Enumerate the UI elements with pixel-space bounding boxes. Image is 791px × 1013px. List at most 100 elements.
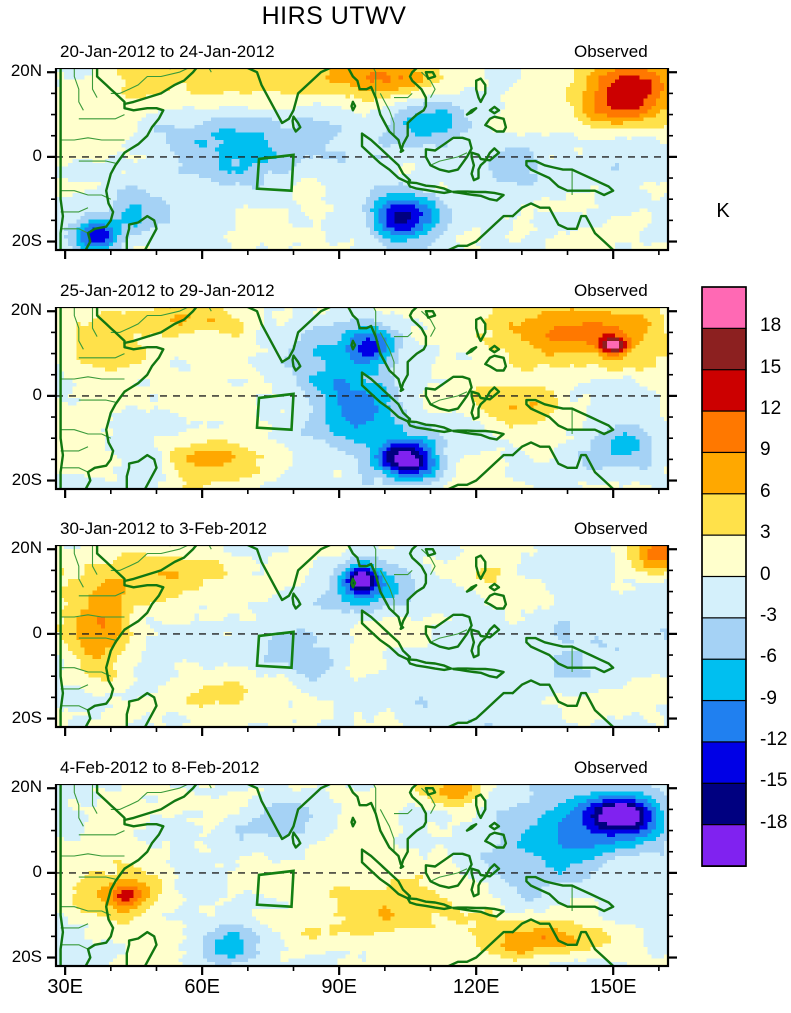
colorbar-band [701,617,747,661]
panel-source-label-2: Observed [574,281,648,300]
coastline [465,346,478,355]
panel-source-label-3: Observed [574,519,648,538]
country-border [78,399,116,403]
country-border [60,667,112,677]
country-border [73,307,84,350]
plot-frame [54,307,670,491]
country-border [73,784,84,827]
x-axis-label: 120E [452,976,500,998]
colorbar-tick-label: 3 [760,522,771,544]
country-border [430,391,468,405]
y-axis-label: 20N [10,777,42,797]
colorbar-band [701,369,747,413]
x-axis-label: 90E [321,976,357,998]
x-axis-label: 30E [47,976,83,998]
coastline [350,816,357,828]
colorbar-band [701,410,747,454]
coastline [350,339,357,351]
y-axis-label: 0 [32,622,42,642]
colorbar-band [701,327,747,371]
country-border [394,92,413,99]
coastline [488,821,501,831]
country-border [60,467,89,473]
coastline [84,68,165,250]
coastline [59,545,65,727]
coastline [406,897,453,911]
country-border [430,629,468,643]
coastline [125,453,158,489]
coastline [447,453,514,489]
coastline [424,787,437,796]
coastline [470,624,501,659]
coastline [123,68,199,106]
coastline [424,71,437,80]
plot-frame [54,545,670,729]
coastline [123,307,199,345]
coastline [488,105,501,115]
country-border [60,228,89,234]
country-border [78,876,116,880]
colorbar-band [701,782,747,826]
country-border [110,68,189,94]
country-border [73,68,84,111]
coastline [511,679,615,727]
coastline [84,784,165,966]
panel-title-3: 30-Jan-2012 to 3-Feb-2012 [60,519,267,538]
colorbar-band [701,575,747,619]
country-border [91,307,98,337]
colorbar-band [701,451,747,495]
country-border [60,944,89,950]
country-border [372,545,377,575]
country-border [372,307,377,337]
colorbar-tick-label: -6 [760,646,777,668]
country-border [421,310,436,337]
x-axis-label: 150E [589,976,637,998]
coastline [424,548,437,557]
country-border [60,137,125,141]
country-border [78,591,125,597]
colorbar-band [701,824,747,868]
coastline [452,906,505,918]
coastline [350,577,357,589]
country-border [60,446,89,452]
country-border [91,545,98,575]
coastline [424,310,437,319]
coastline [406,181,453,195]
coastline [452,429,505,441]
y-axis-label: 20S [11,707,42,727]
colorbar-tick-label: 9 [760,439,771,461]
coastline [452,667,505,679]
country-border [60,614,125,618]
colorbar-tick-label: -15 [760,770,788,792]
country-border [372,784,377,814]
coastline [346,784,405,869]
panel-title-2: 25-Jan-2012 to 29-Jan-2012 [60,281,275,300]
country-border [208,545,212,550]
page-title: HIRS UTWV [261,2,407,30]
contour-map-3 [47,545,677,736]
colorbar-outline [701,286,747,867]
coastline [424,852,473,889]
y-axis-label: 20S [11,469,42,489]
country-border [78,353,125,359]
coastline [346,307,405,392]
colorbar-tick-label: -18 [760,811,788,833]
country-border [60,906,112,916]
coastline [484,592,508,610]
country-border [421,548,436,575]
colorbar-tick-label: 18 [760,315,782,337]
panel-title-4: 4-Feb-2012 to 8-Feb-2012 [60,758,260,777]
plot-frame [54,68,670,252]
y-axis-label: 0 [32,861,42,881]
country-border [430,868,468,882]
country-border [379,93,395,136]
coastline [511,918,615,966]
country-border [60,684,89,690]
colorbar-tick-label: -3 [760,604,777,626]
country-border [379,809,395,852]
region-box [255,392,295,432]
country-border [430,152,468,166]
country-border [379,570,395,613]
country-border [60,705,89,711]
